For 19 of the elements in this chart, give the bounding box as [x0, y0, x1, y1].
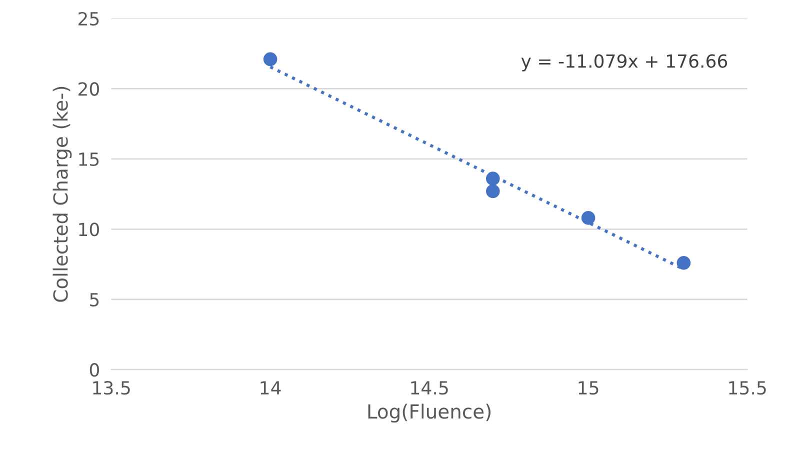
- y-tick-label: 25: [78, 12, 99, 26]
- y-tick-label: 0: [90, 363, 99, 377]
- y-tick-label: 5: [90, 293, 99, 306]
- x-axis-title: Log(Fluence): [368, 404, 491, 423]
- y-tick-label: 10: [79, 222, 99, 236]
- x-tick-label: 14: [260, 381, 281, 394]
- x-tick-label: 15: [578, 381, 598, 395]
- y-tick-label: 20: [78, 82, 99, 96]
- point: [263, 52, 278, 66]
- point: [581, 211, 596, 225]
- point: [486, 172, 500, 186]
- x-tick-label: 13.5: [93, 381, 130, 395]
- x-tick-label: 14.5: [411, 381, 448, 395]
- annotation: y = -11.079x + 176.66: [521, 54, 728, 72]
- point: [676, 256, 691, 270]
- point: [486, 184, 500, 198]
- x-tick-label: 15.5: [729, 381, 766, 395]
- y-tick-label: 15: [79, 152, 99, 166]
- y-axis-title: Collected Charge (ke-): [52, 86, 72, 302]
